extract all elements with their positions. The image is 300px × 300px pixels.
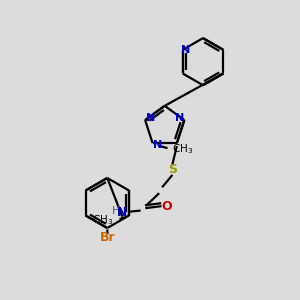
Text: CH$_3$: CH$_3$ <box>92 213 113 227</box>
Text: CH$_3$: CH$_3$ <box>172 142 193 156</box>
Text: H: H <box>111 206 120 216</box>
Text: S: S <box>168 163 177 176</box>
Text: O: O <box>161 200 172 213</box>
Text: Br: Br <box>100 231 116 244</box>
Text: N: N <box>175 113 184 123</box>
Text: N: N <box>117 206 128 219</box>
Text: N: N <box>153 140 162 150</box>
Text: N: N <box>146 113 155 123</box>
Text: N: N <box>181 45 190 55</box>
